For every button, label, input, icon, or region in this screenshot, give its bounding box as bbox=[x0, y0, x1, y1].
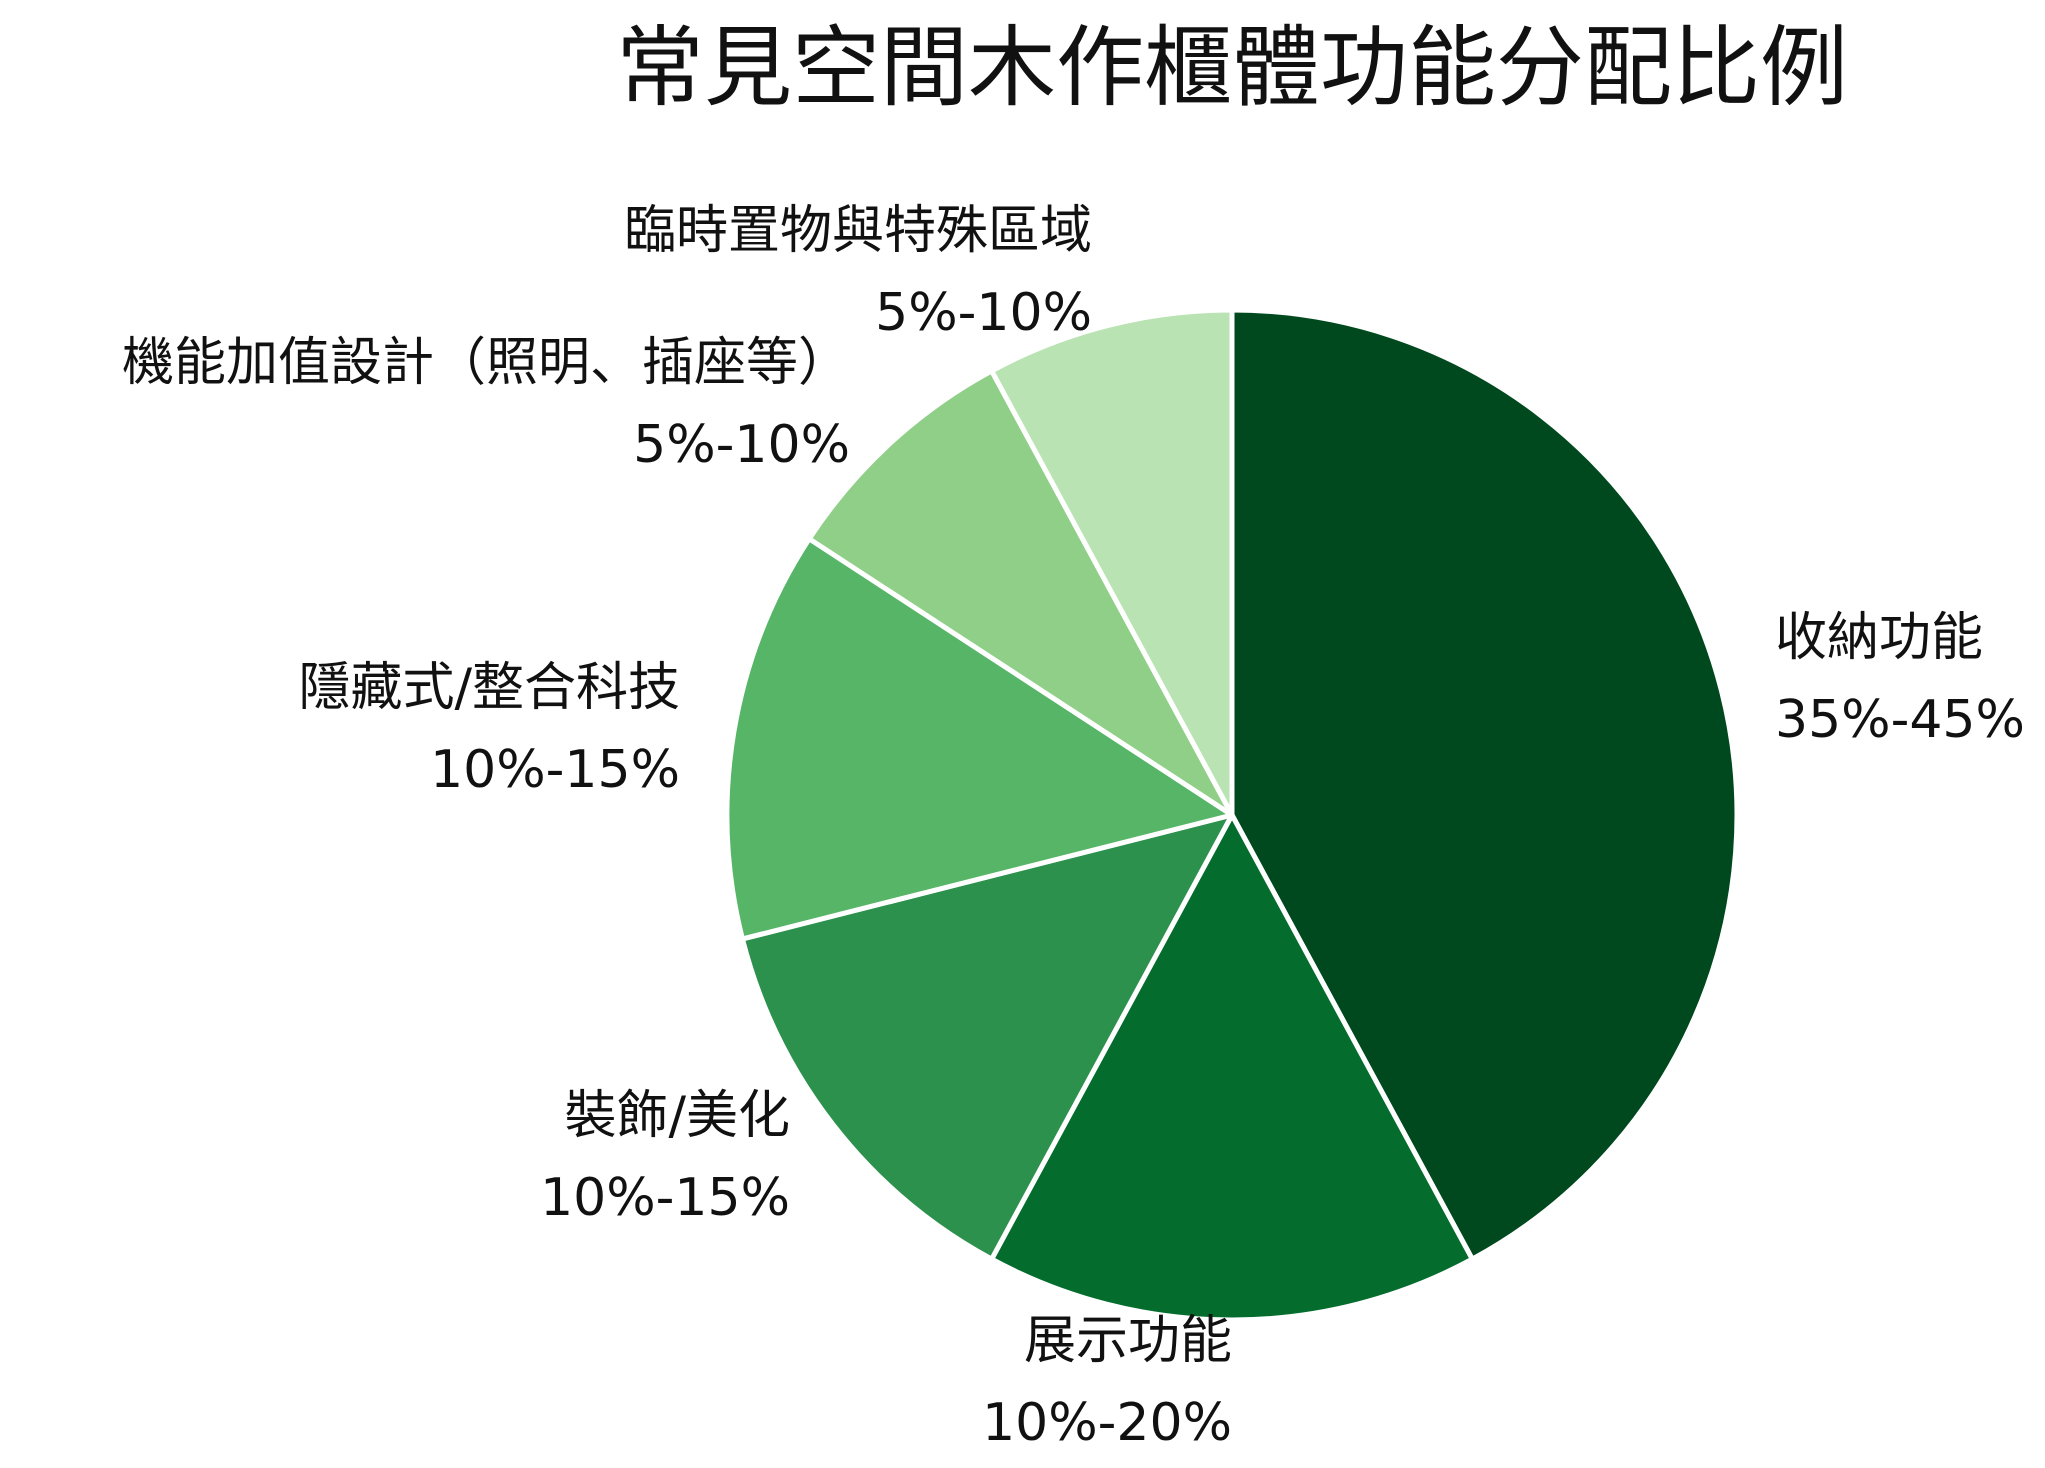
pie-slice-5 bbox=[806, 368, 1235, 818]
pie-labels: 收納功能 35%-45% 展示功能 10%-20% 裝飾/美化 10%-15% 隱藏式/整合… bbox=[122, 201, 2025, 1453]
slice-range-label-3: 10%-15% bbox=[540, 1168, 790, 1228]
pie-slice-6 bbox=[989, 307, 1235, 818]
pie-slices bbox=[724, 307, 1740, 1323]
slice-range-label-5: 5%-10% bbox=[633, 415, 850, 475]
pie-slice-2 bbox=[989, 812, 1475, 1323]
chart-title: 常見空間木作櫃體功能分配比例 bbox=[616, 16, 1848, 119]
pie-slice-4 bbox=[724, 536, 1235, 942]
slice-label-6: 臨時置物與特殊區域 bbox=[624, 201, 1092, 261]
pie-slice-3 bbox=[739, 812, 1235, 1262]
slice-range-label-4: 10%-15% bbox=[430, 740, 680, 800]
slice-label-1: 收納功能 bbox=[1775, 608, 1983, 668]
slice-range-label-1: 35%-45% bbox=[1775, 690, 2025, 750]
slice-label-5: 機能加值設計（照明、插座等） bbox=[122, 333, 850, 393]
slice-label-2: 展示功能 bbox=[1024, 1311, 1232, 1371]
slice-label-3: 裝飾/美化 bbox=[564, 1086, 790, 1146]
pie-slice-1 bbox=[1229, 307, 1740, 1262]
slice-label-4: 隱藏式/整合科技 bbox=[298, 658, 680, 718]
slice-range-label-2: 10%-20% bbox=[982, 1393, 1232, 1453]
slice-range-label-6: 5%-10% bbox=[875, 283, 1092, 343]
